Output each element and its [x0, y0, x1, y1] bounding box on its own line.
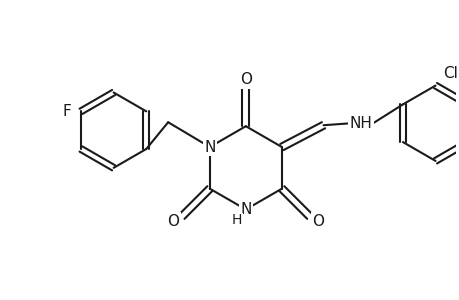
- Text: Cl: Cl: [442, 66, 457, 81]
- Text: N: N: [240, 202, 251, 217]
- Text: H: H: [231, 213, 241, 227]
- Text: O: O: [239, 72, 251, 87]
- Text: N: N: [204, 140, 215, 154]
- Text: O: O: [312, 214, 324, 229]
- Text: NH: NH: [349, 116, 372, 131]
- Text: O: O: [167, 214, 179, 229]
- Text: F: F: [62, 104, 71, 119]
